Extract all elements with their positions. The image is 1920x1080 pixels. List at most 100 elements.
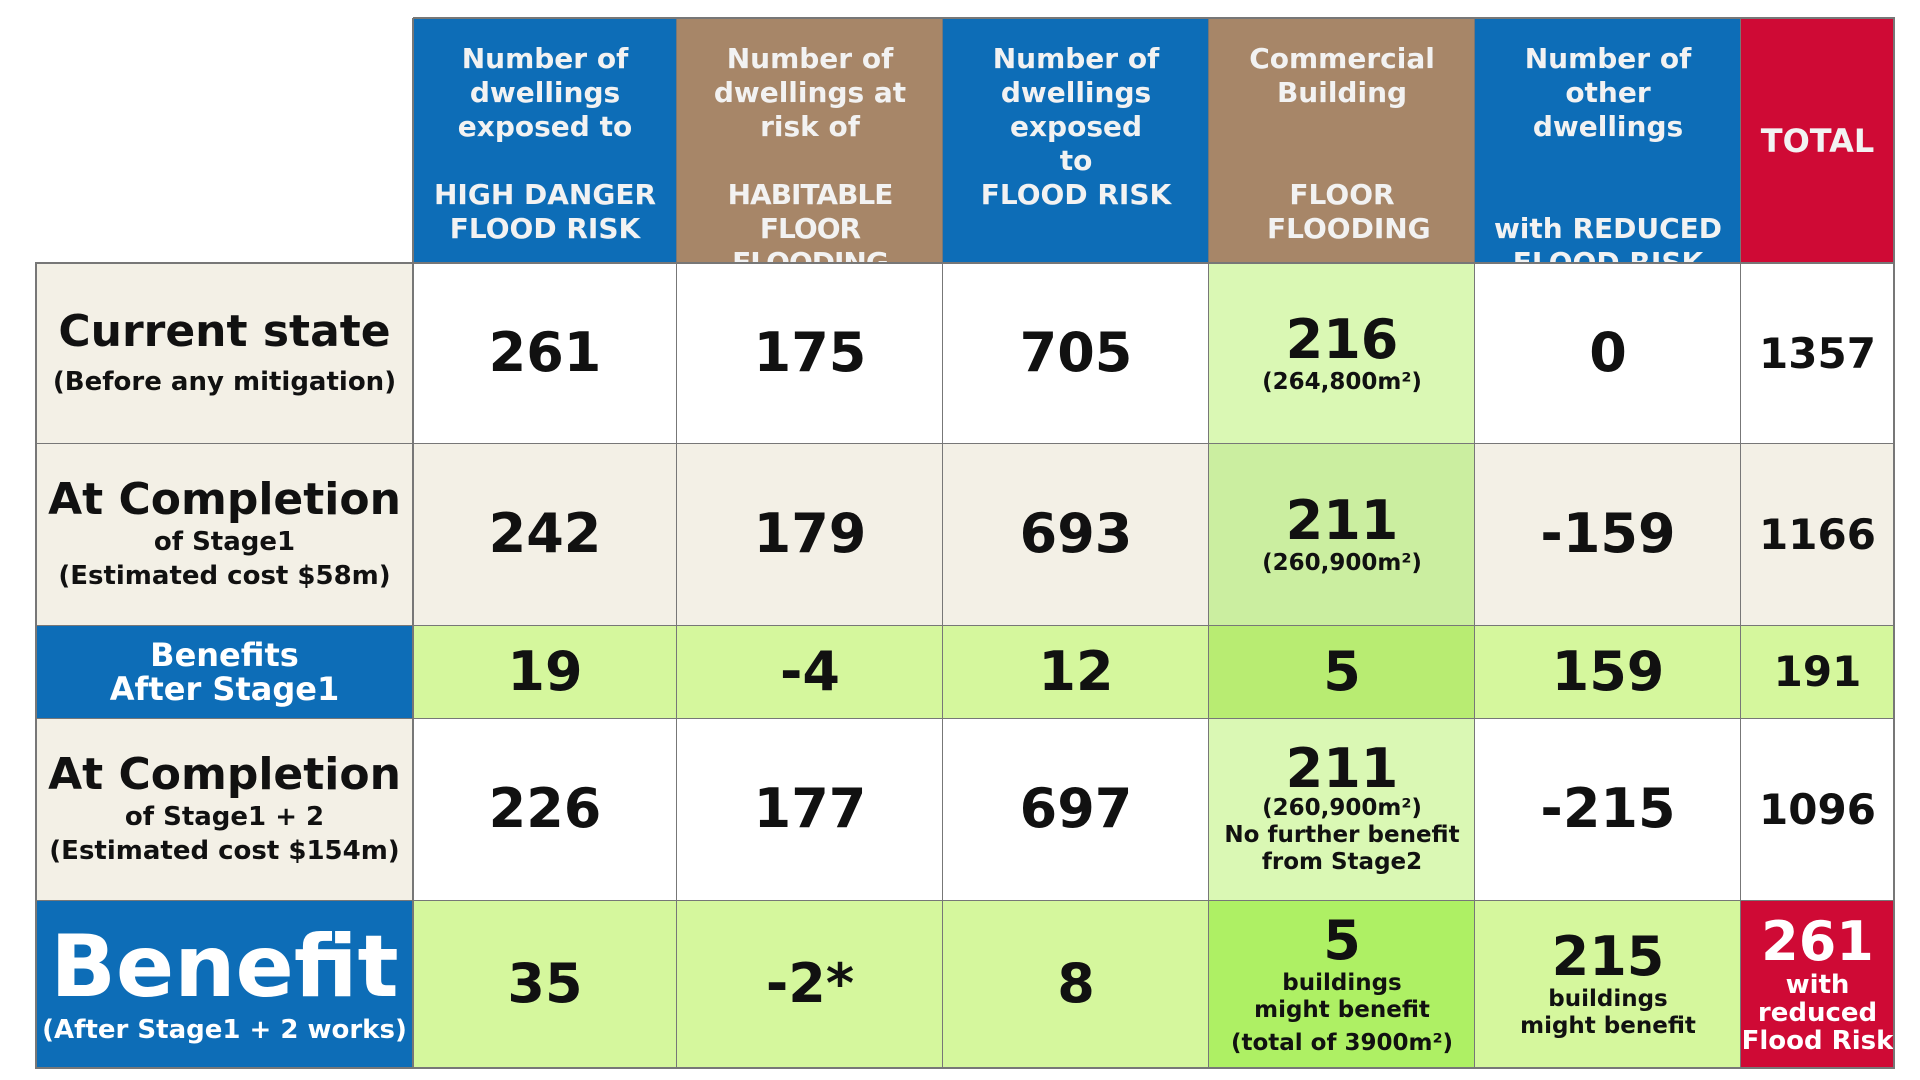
row-subtitle: (Before any mitigation) xyxy=(52,367,397,397)
gridline xyxy=(1893,18,1895,1068)
cell-r4-total: 1096 xyxy=(1741,718,1894,900)
row-label-current-state: Current state (Before any mitigation) xyxy=(36,263,413,443)
cell-r5-high-danger: 35 xyxy=(413,900,677,1068)
value: 261 xyxy=(488,321,602,384)
value: 226 xyxy=(488,777,602,840)
cell-r1-total: 1357 xyxy=(1741,263,1894,443)
value: -4 xyxy=(780,639,840,703)
row-title: At Completion xyxy=(48,749,401,800)
value: 19 xyxy=(507,639,583,703)
gridline xyxy=(35,443,1895,444)
value: -159 xyxy=(1540,502,1676,565)
value: 179 xyxy=(753,502,867,565)
cell-r5-reduced: 215 buildings might benefit xyxy=(1475,900,1741,1068)
note-2: might benefit xyxy=(1520,1013,1696,1039)
gridline xyxy=(676,18,677,1068)
cell-r1-flood-risk: 705 xyxy=(943,263,1209,443)
cell-r3-high-danger: 19 xyxy=(413,625,677,718)
cell-r3-flood-risk: 12 xyxy=(943,625,1209,718)
value: 1357 xyxy=(1759,328,1876,378)
header-commercial-bottom: FLOOR FLOODING xyxy=(1267,178,1431,245)
value: 8 xyxy=(1057,952,1095,1015)
gridline xyxy=(1474,18,1475,1068)
cell-r3-total: 191 xyxy=(1741,625,1894,718)
row-title: At Completion xyxy=(48,474,401,525)
header-commercial-top: Commercial Building xyxy=(1249,42,1435,109)
row-subtitle: (After Stage1 + 2 works) xyxy=(42,1015,407,1045)
value: 1166 xyxy=(1759,509,1876,559)
value: 35 xyxy=(507,952,583,1015)
cell-r4-habitable: 177 xyxy=(677,718,943,900)
row-title: Benefit xyxy=(50,917,399,1017)
cell-r5-flood-risk: 8 xyxy=(943,900,1209,1068)
gridline xyxy=(35,263,37,1068)
value: 5 xyxy=(1323,639,1361,703)
note: (264,800m²) xyxy=(1262,368,1422,395)
header-total: TOTAL xyxy=(1741,18,1894,263)
gridline xyxy=(35,625,1895,626)
note: buildings xyxy=(1548,986,1668,1012)
gridline xyxy=(35,718,1895,719)
gridline xyxy=(1208,18,1209,1068)
cell-r4-flood-risk: 697 xyxy=(943,718,1209,900)
note-3: from Stage2 xyxy=(1261,848,1423,875)
header-high-danger: Number of dwellings exposed to HIGH DANG… xyxy=(413,18,677,263)
gridline xyxy=(1740,18,1741,1068)
header-flood-risk-bottom: FLOOD RISK xyxy=(980,178,1172,211)
note-3: (total of 3900m²) xyxy=(1230,1029,1454,1056)
cell-r5-habitable: -2* xyxy=(677,900,943,1068)
value: 0 xyxy=(1589,321,1627,384)
gridline xyxy=(413,17,1895,19)
cell-r1-habitable: 175 xyxy=(677,263,943,443)
row-title: Benefits xyxy=(150,635,299,674)
cell-r2-reduced: -159 xyxy=(1475,443,1741,625)
cell-r4-commercial: 211 (260,900m²) No further benefit from … xyxy=(1209,718,1475,900)
note-2: reduced xyxy=(1757,998,1878,1028)
cell-r3-reduced: 159 xyxy=(1475,625,1741,718)
gridline xyxy=(35,1067,1895,1069)
cell-r5-commercial: 5 buildings might benefit (total of 3900… xyxy=(1209,900,1475,1068)
gridline xyxy=(35,262,1895,264)
cell-r1-reduced: 0 xyxy=(1475,263,1741,443)
row-subtitle: of Stage1 xyxy=(153,527,296,557)
row-label-stage1: At Completion of Stage1 (Estimated cost … xyxy=(36,443,413,625)
note-3: Flood Risk xyxy=(1741,1026,1894,1056)
cell-r5-total: 261 with reduced Flood Risk xyxy=(1741,900,1894,1068)
value: 159 xyxy=(1551,639,1665,703)
header-habitable-floor: Number of dwellings at risk of HABITABLE… xyxy=(677,18,943,279)
row-subtitle: After Stage1 xyxy=(109,669,340,708)
note: with xyxy=(1785,970,1850,1000)
value: 215 xyxy=(1551,925,1665,988)
cell-r4-reduced: -215 xyxy=(1475,718,1741,900)
header-habitable-floor-top: Number of dwellings at risk of xyxy=(713,42,907,143)
header-flood-risk-top: Number of dwellings exposed to xyxy=(992,42,1160,177)
row-label-benefits-stage1: Benefits After Stage1 xyxy=(36,625,413,718)
note: (260,900m²) xyxy=(1262,794,1422,821)
value: 12 xyxy=(1038,639,1114,703)
cell-r4-high-danger: 226 xyxy=(413,718,677,900)
row-subtitle-2: (Estimated cost $58m) xyxy=(58,561,391,591)
cell-r2-commercial: 211 (260,900m²) xyxy=(1209,443,1475,625)
value: 261 xyxy=(1761,910,1874,973)
value: 211 xyxy=(1285,736,1399,800)
header-reduced-risk: Number of other dwellings with REDUCED F… xyxy=(1475,18,1741,279)
value: 693 xyxy=(1019,502,1133,565)
value: 175 xyxy=(753,321,867,384)
cell-r2-high-danger: 242 xyxy=(413,443,677,625)
row-label-benefit-total: Benefit (After Stage1 + 2 works) xyxy=(36,900,413,1068)
cell-r1-commercial: 216 (264,800m²) xyxy=(1209,263,1475,443)
value: 1096 xyxy=(1759,784,1876,834)
value: 191 xyxy=(1773,647,1862,696)
note-2: No further benefit xyxy=(1224,821,1460,848)
header-commercial: Commercial Building FLOOR FLOODING xyxy=(1209,18,1475,263)
value: 211 xyxy=(1285,488,1399,552)
row-title: Current state xyxy=(58,306,391,357)
value: 177 xyxy=(753,777,867,840)
cell-r3-commercial: 5 xyxy=(1209,625,1475,718)
value: 697 xyxy=(1019,777,1133,840)
header-high-danger-top: Number of dwellings exposed to xyxy=(457,42,633,143)
value: 5 xyxy=(1323,908,1361,972)
value: 216 xyxy=(1285,307,1399,371)
value: -2* xyxy=(765,952,855,1015)
